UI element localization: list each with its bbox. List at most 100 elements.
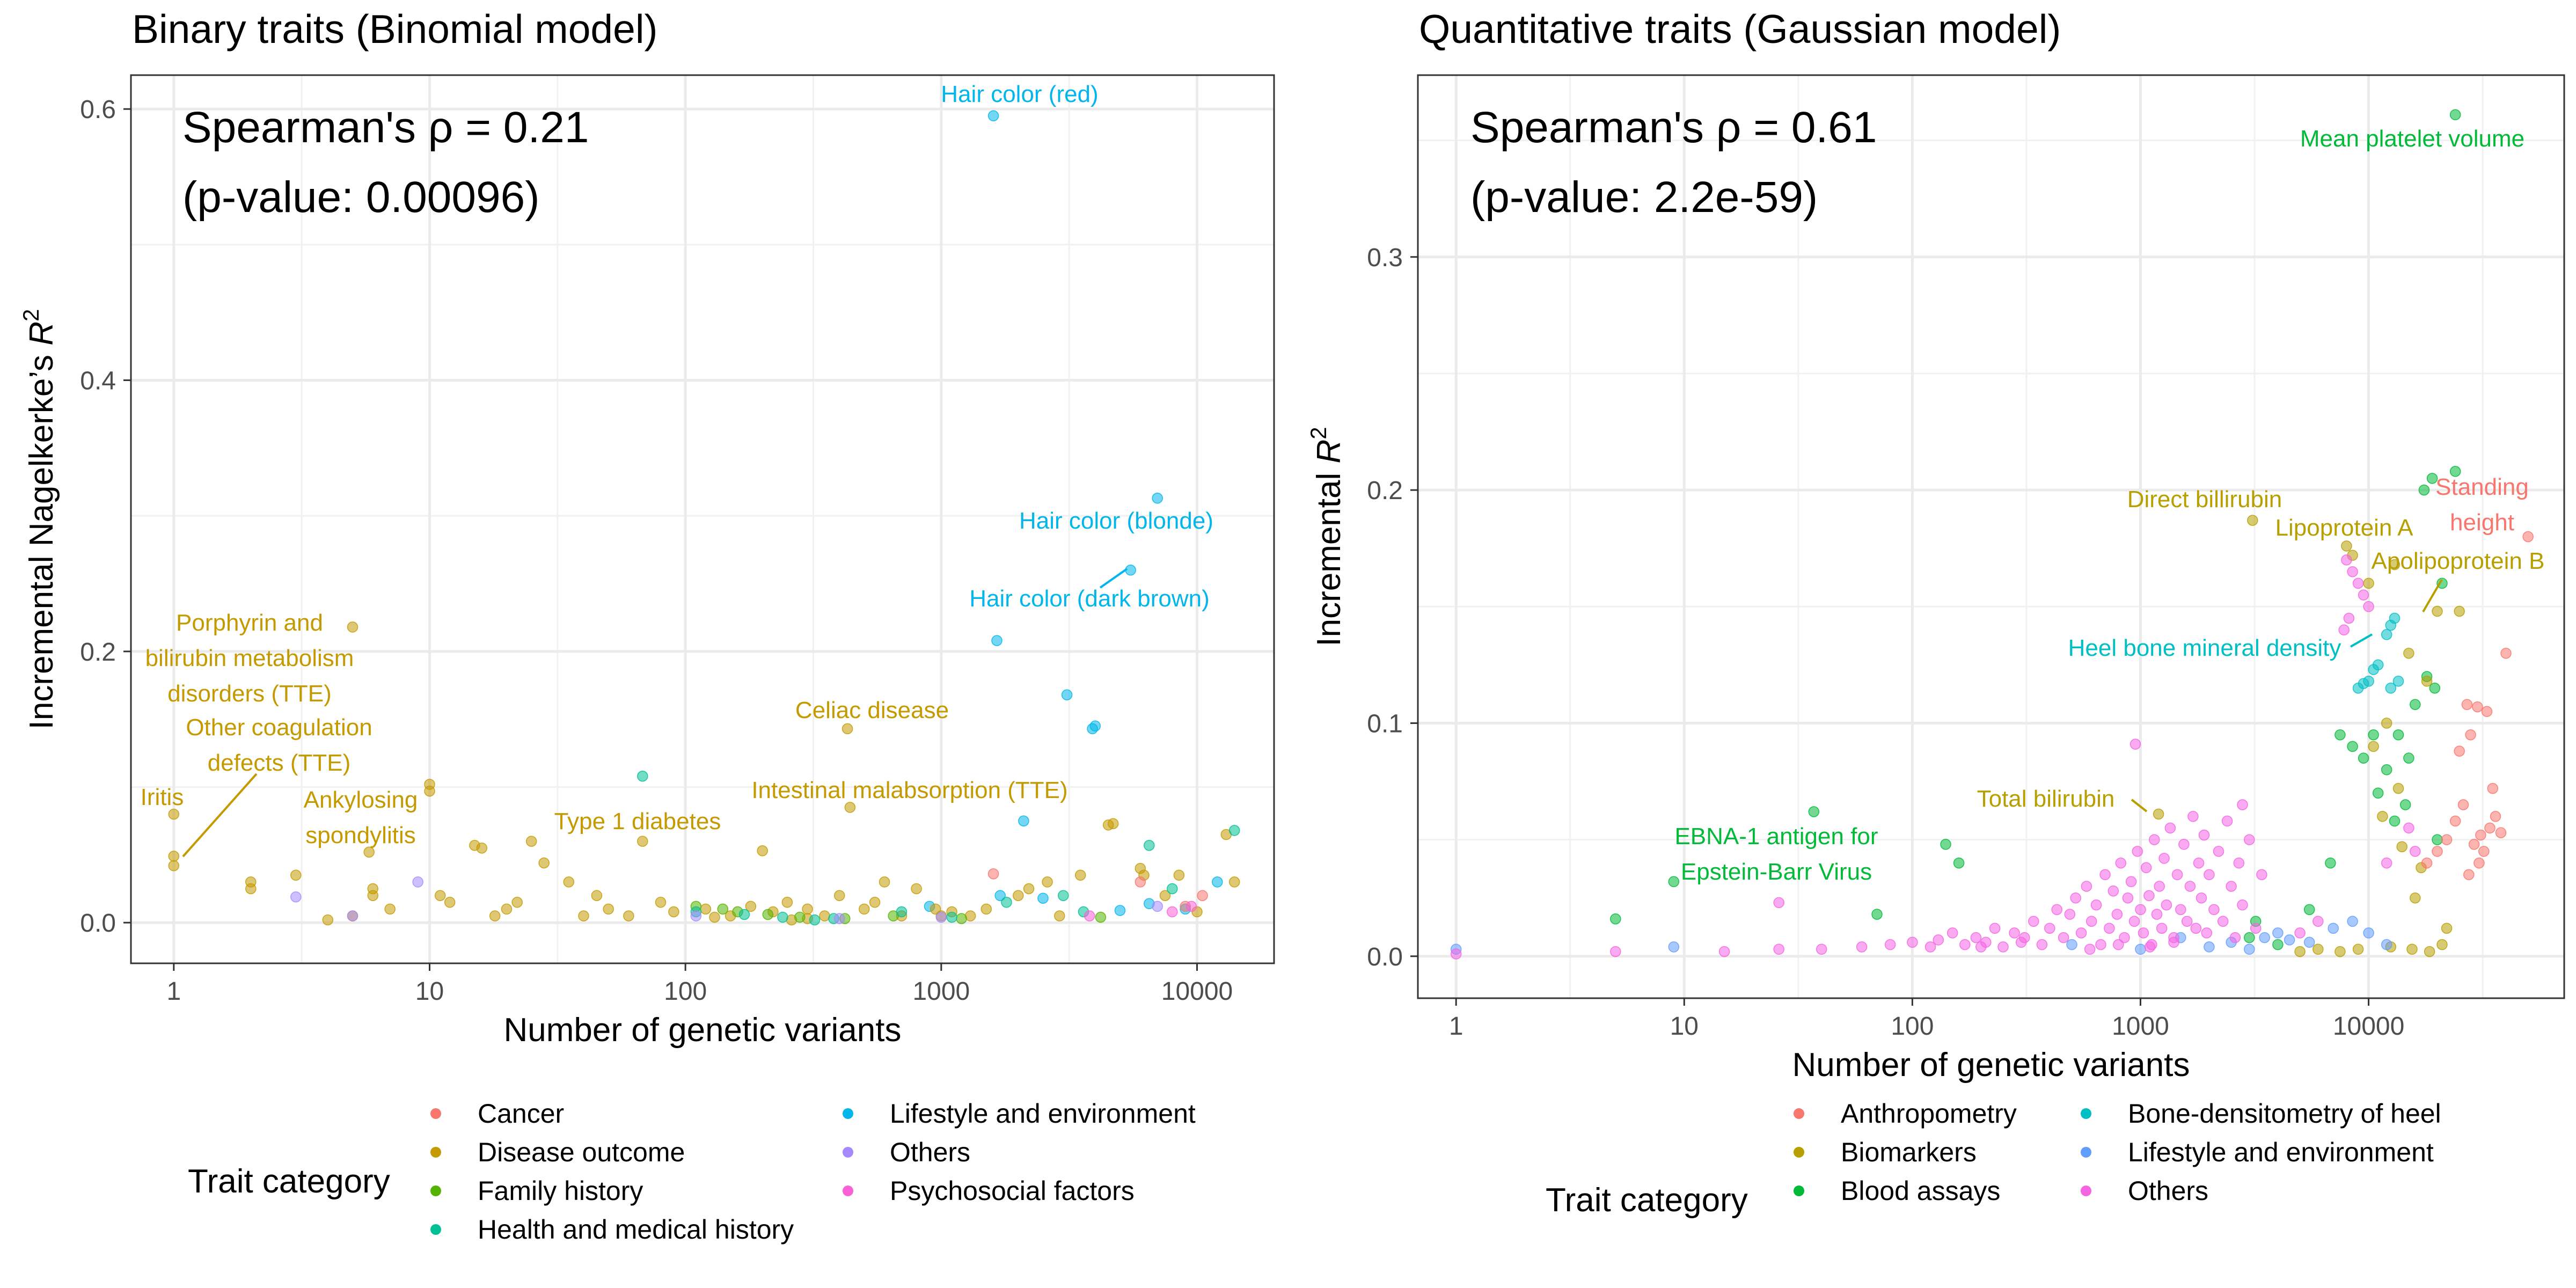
data-point (2325, 857, 2336, 869)
data-point (2143, 890, 2155, 902)
x-tick-label: 10000 (1161, 977, 1233, 1006)
data-point (2312, 916, 2324, 927)
legend-swatch (2081, 1108, 2091, 1119)
point-annotation-label: Hair color (red) (941, 81, 1098, 107)
data-point (2181, 916, 2193, 927)
data-point (2487, 782, 2499, 794)
data-point (1997, 941, 2009, 953)
data-point (809, 914, 821, 926)
data-point (2358, 752, 2369, 764)
y-axis-title: Incremental R2 (1306, 427, 1348, 646)
y-tick-label: 0.6 (80, 96, 116, 124)
data-points (1450, 109, 2534, 960)
data-point (2294, 927, 2306, 939)
data-point (2201, 927, 2213, 939)
data-point (501, 903, 513, 915)
data-point (2217, 916, 2229, 927)
data-point (2204, 869, 2215, 881)
data-point (2272, 939, 2284, 950)
data-point (2168, 936, 2179, 948)
data-point (802, 903, 813, 915)
data-point (2424, 946, 2435, 957)
point-annotation-label: Standing (2435, 474, 2529, 500)
data-point (2132, 846, 2143, 857)
data-point (2347, 916, 2358, 927)
legend-swatch (2081, 1147, 2091, 1158)
data-point (2389, 612, 2401, 624)
data-point (1610, 913, 1621, 925)
legend-item-label: Others (2128, 1176, 2208, 1206)
data-point (2149, 834, 2160, 845)
legend-item-label: Family history (478, 1176, 643, 1206)
data-point (2256, 869, 2267, 881)
data-point (2153, 808, 2164, 820)
data-point (1816, 943, 1827, 955)
x-tick-label: 1 (1449, 1012, 1463, 1041)
data-point (1152, 493, 1163, 504)
data-point (2429, 683, 2441, 694)
data-point (2178, 839, 2190, 850)
data-point (2461, 699, 2473, 710)
data-point (2410, 699, 2421, 710)
data-point (2107, 885, 2119, 897)
data-point (946, 911, 957, 923)
data-point (1037, 892, 1049, 904)
data-point (2341, 540, 2352, 552)
data-point (2381, 764, 2392, 775)
point-annotation-label: bilirubin metabolism (145, 645, 354, 671)
data-point (1773, 943, 1784, 955)
point-annotation-label: Mean platelet volume (2300, 126, 2524, 152)
data-point (2190, 923, 2202, 934)
data-point (781, 897, 793, 908)
data-point (2140, 862, 2152, 874)
data-point (2484, 822, 2496, 834)
data-point (2403, 647, 2414, 659)
legend-swatch (843, 1147, 853, 1158)
data-point (168, 808, 180, 820)
data-point (2161, 899, 2172, 911)
data-point (2478, 846, 2490, 857)
data-point (1924, 941, 1936, 953)
x-tick-label: 1000 (912, 977, 970, 1006)
y-tick-label: 0.2 (80, 638, 116, 667)
data-point (2156, 923, 2168, 934)
data-point (2352, 683, 2364, 694)
data-point (1668, 941, 1680, 953)
legend-item-label: Disease outcome (478, 1137, 685, 1167)
x-axis-title: Number of genetic variants (1792, 1046, 2190, 1084)
data-point (2381, 939, 2392, 950)
data-point (2372, 787, 2384, 799)
legend-title: Trait category (1546, 1182, 1748, 1219)
data-point (2368, 729, 2379, 741)
data-point (1953, 857, 1965, 869)
point-annotation-label: Type 1 diabetes (554, 808, 721, 835)
x-tick-label: 100 (664, 977, 707, 1006)
data-point (623, 910, 634, 921)
data-point (1013, 890, 1024, 901)
y-tick-label: 0.1 (1367, 709, 1403, 738)
point-annotation-label: Hair color (blonde) (1019, 508, 1213, 534)
data-point (1042, 876, 1053, 888)
data-point (2138, 927, 2149, 939)
legend-swatch (843, 1108, 853, 1119)
data-point (738, 909, 750, 920)
data-point (2085, 916, 2097, 927)
data-point (2472, 701, 2483, 713)
data-point (1167, 883, 1178, 895)
data-point (1212, 876, 1223, 888)
data-point (1946, 927, 1958, 939)
data-point (2396, 841, 2407, 852)
data-point (1975, 941, 1987, 953)
data-point (489, 910, 501, 921)
legend-swatch (1794, 1147, 1804, 1158)
data-point (290, 869, 302, 881)
data-point (2051, 904, 2062, 916)
data-point (412, 876, 423, 888)
point-annotation-label: Epstein-Barr Virus (1681, 859, 1872, 885)
data-point (2410, 892, 2421, 904)
data-point (2135, 904, 2146, 916)
data-point (859, 903, 870, 915)
legend-swatch (430, 1147, 441, 1158)
data-point (2129, 738, 2141, 750)
data-point (2403, 822, 2414, 834)
